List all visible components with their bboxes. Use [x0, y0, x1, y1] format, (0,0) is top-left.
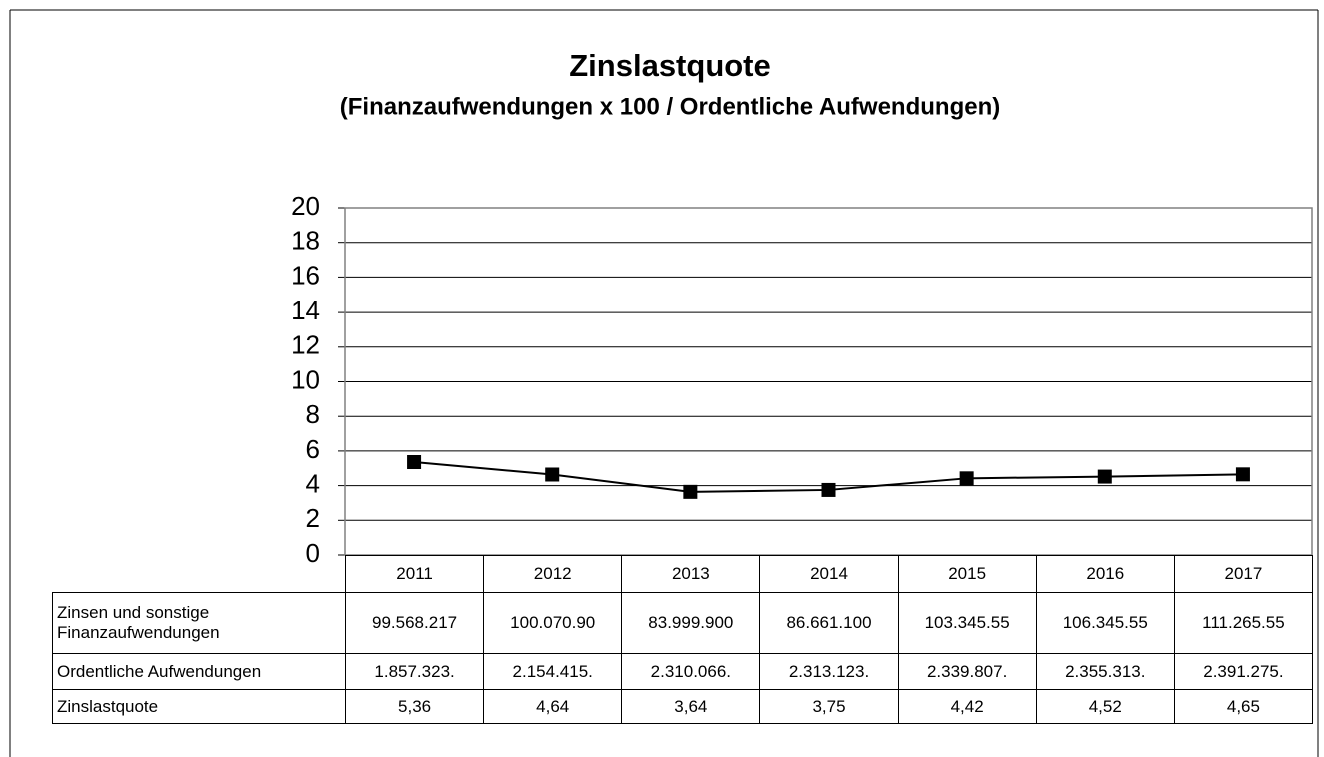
marker [407, 455, 422, 470]
y-tick-label: 0 [306, 538, 320, 568]
table-cell: 86.661.100 [759, 592, 899, 654]
table-cell: 106.345.55 [1035, 592, 1175, 654]
x-tick-label: 2012 [483, 555, 623, 593]
chart-subtitle: (Finanzaufwendungen x 100 / Ordentliche … [340, 93, 1000, 120]
x-tick-label: 2014 [759, 555, 899, 593]
data-label: 4,65 [1173, 689, 1313, 724]
y-tick-label: 12 [291, 330, 320, 360]
data-label: 5,36 [344, 689, 485, 724]
table-corner [53, 556, 346, 593]
data-label: 4,52 [1035, 689, 1175, 724]
table-cell: 2.310.066. [621, 653, 761, 690]
marker [1235, 467, 1250, 482]
table-cell: 100.070.90 [483, 592, 623, 654]
data-label: 4,64 [483, 689, 623, 724]
legend-entry: Zinslastquote [52, 689, 346, 724]
x-tick-label: 2011 [344, 555, 485, 593]
data-label: 3,75 [759, 689, 899, 724]
table-cell: 99.568.217 [344, 592, 485, 654]
table-cell: 2.339.807. [897, 653, 1037, 690]
x-tick-label: 2016 [1035, 555, 1175, 593]
y-tick-label: 2 [306, 503, 320, 533]
marker [1097, 469, 1112, 484]
table-cell: 1.857.323. [344, 653, 485, 690]
marker [821, 482, 836, 497]
marker [545, 467, 560, 482]
row-label: Zinsen und sonstige Finanzaufwendungen [52, 592, 346, 654]
table-cell: 2.154.415. [483, 653, 623, 690]
table-cell: 2.313.123. [759, 653, 899, 690]
data-label: 4,42 [897, 689, 1037, 724]
data-table: 2011 2012 2013 2014 2015 2016 2017 Zinsen und s… [52, 555, 1313, 724]
x-tick-label: 2013 [621, 555, 761, 593]
chart-title: Zinslastquote [569, 48, 771, 83]
table-cell: 103.345.55 [897, 592, 1037, 654]
x-tick-label: 2017 [1173, 555, 1313, 593]
y-tick-label: 10 [291, 364, 320, 394]
x-tick-label: 2015 [897, 555, 1037, 593]
y-tick-label: 6 [306, 434, 320, 464]
row-label: Ordentliche Aufwendungen [52, 653, 346, 690]
y-tick-label: 4 [306, 468, 320, 498]
marker [959, 471, 974, 486]
marker [683, 484, 698, 499]
y-tick-label: 14 [291, 295, 320, 325]
y-tick-label: 18 [291, 226, 320, 256]
y-tick-label: 8 [306, 399, 320, 429]
table-cell: 2.355.313. [1035, 653, 1175, 690]
table-cell: 111.265.55 [1173, 592, 1313, 654]
table-cell: 2.391.275. [1173, 653, 1313, 690]
y-tick-label: 16 [291, 260, 320, 290]
data-label: 3,64 [621, 689, 761, 724]
table-cell: 83.999.900 [621, 592, 761, 654]
y-tick-label: 20 [291, 191, 320, 221]
